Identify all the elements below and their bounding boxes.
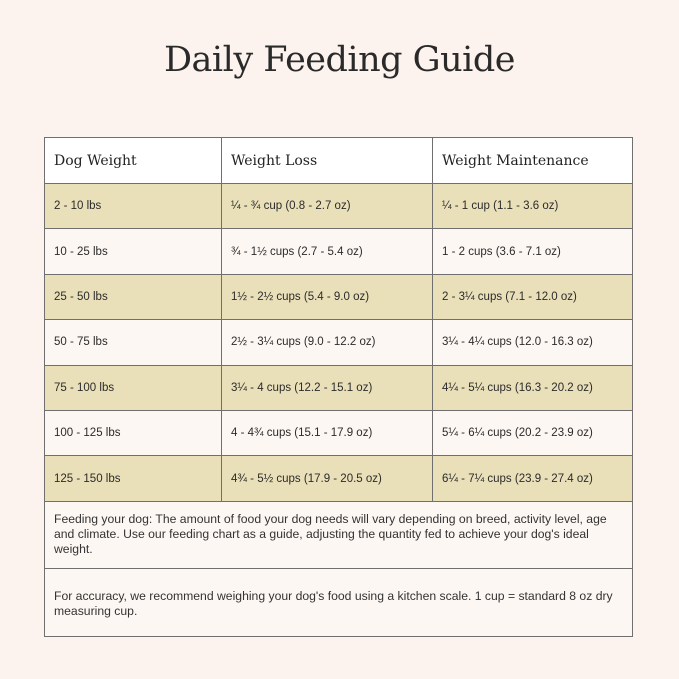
header-weight-loss: Weight Loss <box>222 138 433 183</box>
cell-weight-maintenance: 1 - 2 cups (3.6 - 7.1 oz) <box>442 245 561 258</box>
cell-weight-loss: ¼ - ¾ cup (0.8 - 2.7 oz) <box>222 184 433 229</box>
cell-weight-loss: 2½ - 3¼ cups (9.0 - 12.2 oz) <box>222 320 433 365</box>
table-row: 25 - 50 lbs 1½ - 2½ cups (5.4 - 9.0 oz) 2 … <box>45 274 632 321</box>
feeding-note: Feeding your dog: The amount of food you… <box>45 501 632 569</box>
cell-dog-weight: 10 - 25 lbs <box>45 229 222 274</box>
cell-weight-maintenance: 4¼ - 5¼ cups (16.3 - 20.2 oz) <box>442 381 593 394</box>
cell-dog-weight: 50 - 75 lbs <box>45 320 222 365</box>
cell-weight-loss: 1½ - 2½ cups (5.4 - 9.0 oz) <box>222 274 433 320</box>
cell-weight-maintenance: 3¼ - 4¼ cups (12.0 - 16.3 oz) <box>442 336 593 349</box>
cell-weight-maintenance: ¼ - 1 cup (1.1 - 3.6 oz) <box>442 200 559 213</box>
cell-dog-weight: 2 - 10 lbs <box>45 184 222 229</box>
cell-dog-weight: 125 - 150 lbs <box>45 456 222 501</box>
cell-dog-weight: 100 - 125 lbs <box>45 410 222 456</box>
cell-weight-loss: 4 - 4¾ cups (15.1 - 17.9 oz) <box>222 410 433 456</box>
table-header: Dog Weight Weight Loss Weight Maintenanc… <box>45 138 632 184</box>
cell-weight-maintenance: 6¼ - 7¼ cups (23.9 - 27.4 oz) <box>442 472 593 485</box>
feeding-table: Dog Weight Weight Loss Weight Maintenanc… <box>44 137 633 637</box>
cell-weight-loss: ¾ - 1½ cups (2.7 - 5.4 oz) <box>222 229 433 274</box>
table-row: 50 - 75 lbs 2½ - 3¼ cups (9.0 - 12.2 oz) 3… <box>45 320 632 366</box>
table-row: 75 - 100 lbs 3¼ - 4 cups (12.2 - 15.1 oz)… <box>45 365 632 411</box>
table-row: 10 - 25 lbs ¾ - 1½ cups (2.7 - 5.4 oz) 1 -… <box>45 229 632 275</box>
table-row: 100 - 125 lbs 4 - 4¾ cups (15.1 - 17.9 oz… <box>45 410 632 457</box>
page-title: Daily Feeding Guide <box>164 40 516 80</box>
header-weight-maintenance: Weight Maintenance <box>442 152 589 169</box>
header-dog-weight: Dog Weight <box>45 138 222 183</box>
table-row: 2 - 10 lbs ¼ - ¾ cup (0.8 - 2.7 oz) ¼ - 1 … <box>45 184 632 230</box>
cell-weight-loss: 4¾ - 5½ cups (17.9 - 20.5 oz) <box>222 456 433 501</box>
cell-dog-weight: 25 - 50 lbs <box>45 274 222 320</box>
accuracy-note: For accuracy, we recommend weighing your… <box>45 568 632 636</box>
cell-dog-weight: 75 - 100 lbs <box>45 365 222 410</box>
table-row: 125 - 150 lbs 4¾ - 5½ cups (17.9 - 20.5 o… <box>45 456 632 502</box>
cell-weight-maintenance: 2 - 3¼ cups (7.1 - 12.0 oz) <box>442 290 577 303</box>
cell-weight-maintenance: 5¼ - 6¼ cups (20.2 - 23.9 oz) <box>442 427 593 440</box>
cell-weight-loss: 3¼ - 4 cups (12.2 - 15.1 oz) <box>222 365 433 410</box>
